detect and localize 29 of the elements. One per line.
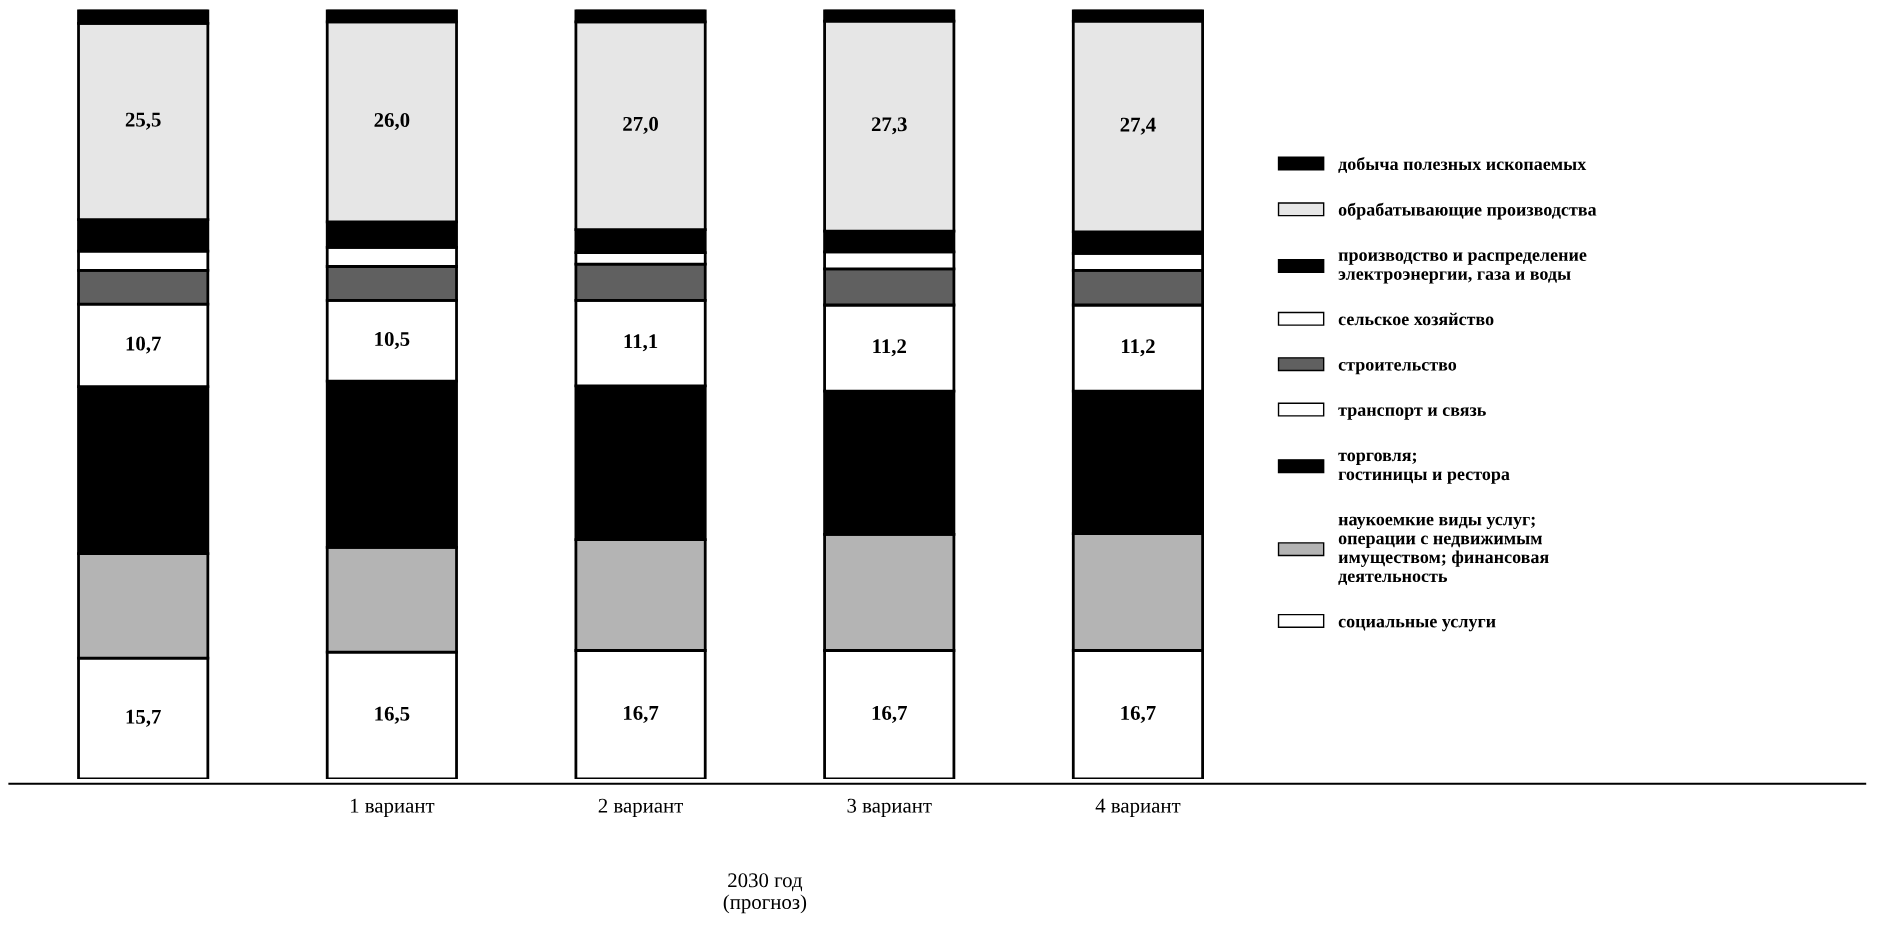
- x-tick-label: 4 вариант: [1095, 798, 1181, 817]
- data-label: 27,0: [623, 116, 658, 134]
- data-label: 11,1: [624, 334, 658, 352]
- data-label: 11,2: [873, 339, 907, 357]
- x-tick-label: 1 вариант: [350, 798, 435, 817]
- data-label: 27,3: [871, 117, 907, 135]
- text: 2030 год (прогноз): [723, 873, 807, 914]
- legend-label: торговля; гостиницы и рестора: [1338, 452, 1510, 484]
- legend-label: сельское хозяйство: [1338, 312, 1494, 326]
- legend-label: производство и распределение электроэнергии, газа и воды: [1338, 252, 1587, 284]
- data-label: 16,5: [375, 706, 410, 724]
- data-label: 10,5: [375, 331, 410, 350]
- data-label: 15,7: [126, 709, 161, 727]
- legend-label: транспорт и связь: [1338, 407, 1486, 420]
- data-label: 11,2: [1121, 339, 1155, 357]
- legend-label: добыча полезных ископаемых: [1338, 157, 1587, 174]
- data-label: 10,7: [126, 336, 161, 354]
- legend-label: строительство: [1338, 361, 1457, 375]
- data-label: 27,4: [1120, 117, 1156, 135]
- x-tick-label: 3 вариант: [847, 798, 932, 817]
- data-label: 26,0: [374, 113, 410, 131]
- data-label: 16,7: [1121, 705, 1156, 723]
- data-label: 25,5: [125, 112, 161, 130]
- data-label: 16,7: [624, 705, 659, 723]
- data-label: 16,7: [872, 705, 907, 723]
- legend-label: наукоемкие виды услуг; операции с недвижимым имуществом; финансовая деятельность: [1338, 516, 1549, 586]
- x-tick-label: 2 вариант: [598, 798, 683, 817]
- legend-label: обрабатывающие производства: [1338, 202, 1597, 220]
- legend-label: социальные услуги: [1338, 618, 1496, 632]
